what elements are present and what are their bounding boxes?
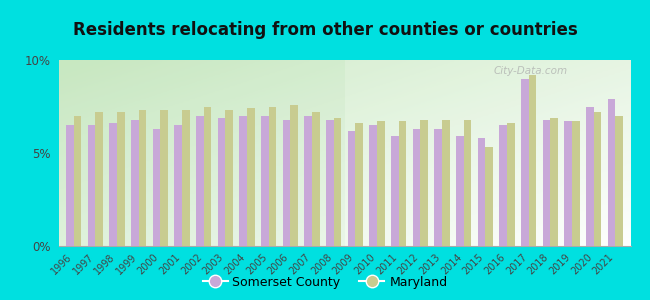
Bar [616,116,623,246]
Bar [291,105,298,246]
Bar [551,118,558,246]
Text: City-Data.com: City-Data.com [493,66,567,76]
Bar [326,119,333,246]
Bar [608,99,616,246]
Bar [283,119,291,246]
Bar [247,108,255,246]
Bar [182,110,190,246]
Bar [507,123,515,246]
Bar [528,75,536,246]
Bar [564,122,572,246]
Bar [131,119,138,246]
Bar [421,119,428,246]
Bar [117,112,125,246]
Bar [261,116,268,246]
Text: Residents relocating from other counties or countries: Residents relocating from other counties… [73,21,577,39]
Bar [153,129,161,246]
Bar [203,106,211,246]
Bar [73,116,81,246]
Bar [312,112,320,246]
Bar [174,125,182,246]
Bar [442,119,450,246]
Bar [377,122,385,246]
Bar [196,116,203,246]
Bar [268,106,276,246]
Bar [239,116,247,246]
Bar [413,129,421,246]
Bar [478,138,486,246]
Bar [304,116,312,246]
Bar [593,112,601,246]
Bar [434,129,442,246]
Bar [543,119,551,246]
Bar [348,131,356,246]
Bar [572,122,580,246]
Bar [521,79,528,246]
Bar [456,136,463,246]
Bar [138,110,146,246]
Bar [586,106,593,246]
Bar [88,125,96,246]
Bar [218,118,226,246]
Bar [356,123,363,246]
Bar [226,110,233,246]
Bar [161,110,168,246]
Bar [369,125,377,246]
Bar [398,122,406,246]
Bar [499,125,507,246]
Bar [333,118,341,246]
Bar [391,136,398,246]
Legend: Somerset County, Maryland: Somerset County, Maryland [198,271,452,294]
Bar [109,123,117,246]
Bar [486,147,493,246]
Bar [96,112,103,246]
Bar [463,119,471,246]
Bar [66,125,73,246]
